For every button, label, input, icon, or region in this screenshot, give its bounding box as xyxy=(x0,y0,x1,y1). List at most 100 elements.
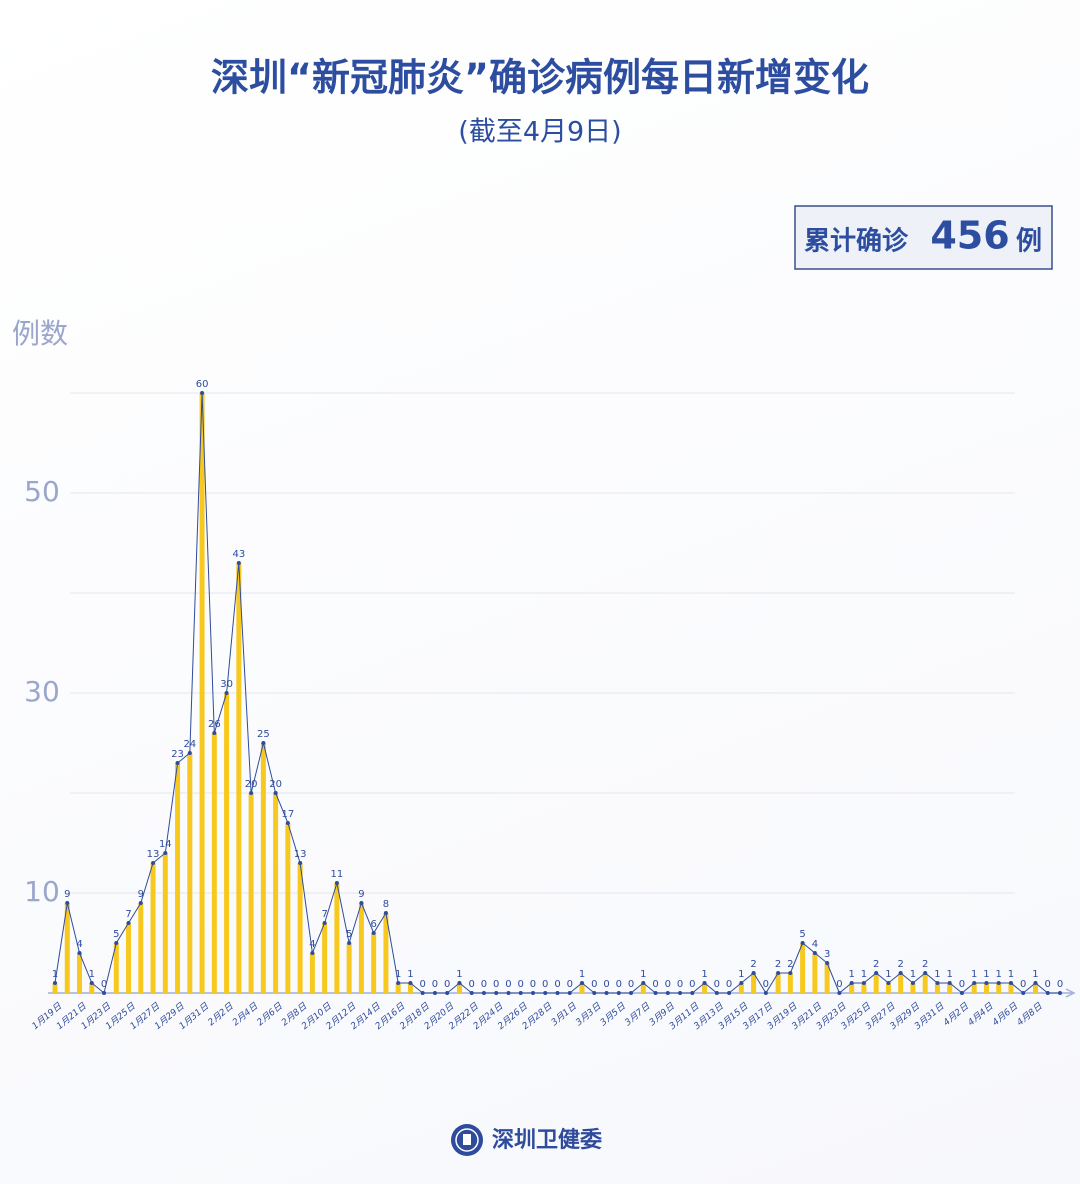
chart-subtitle: (截至4月9日) xyxy=(458,117,621,148)
value-label: 60 xyxy=(196,379,209,390)
x-tick-label: 3月7日 xyxy=(623,1000,653,1028)
bar xyxy=(456,983,462,993)
value-label: 0 xyxy=(505,979,511,990)
bar xyxy=(971,983,977,993)
point xyxy=(322,921,327,925)
bar xyxy=(150,863,156,993)
chart-title: 深圳“新冠肺炎”确诊病例每日新增变化 xyxy=(211,56,869,100)
point xyxy=(763,991,768,995)
bar xyxy=(861,983,867,993)
point xyxy=(530,991,535,995)
bar xyxy=(322,923,328,993)
bar xyxy=(983,983,989,993)
point xyxy=(812,951,817,955)
value-label: 0 xyxy=(518,979,524,990)
value-label: 0 xyxy=(1020,979,1026,990)
value-label: 0 xyxy=(469,979,475,990)
point xyxy=(408,981,413,985)
point xyxy=(298,861,303,865)
bar xyxy=(346,943,352,993)
value-label: 0 xyxy=(689,979,695,990)
value-label: 2 xyxy=(922,959,928,970)
value-label: 3 xyxy=(824,949,830,960)
x-tick-label: 4月4日 xyxy=(966,1000,996,1028)
value-label: 5 xyxy=(113,929,119,940)
point xyxy=(972,981,977,985)
point xyxy=(653,991,658,995)
point xyxy=(837,991,842,995)
value-label: 0 xyxy=(1045,979,1051,990)
value-label: 20 xyxy=(245,779,258,790)
value-label: 13 xyxy=(147,849,160,860)
point xyxy=(898,971,903,975)
value-label: 2 xyxy=(787,959,793,970)
value-label: 0 xyxy=(542,979,548,990)
value-label: 13 xyxy=(294,849,307,860)
value-label: 7 xyxy=(321,909,327,920)
value-label: 6 xyxy=(370,919,376,930)
point xyxy=(592,991,597,995)
bar xyxy=(702,983,708,993)
bar xyxy=(52,983,58,993)
y-tick-label: 50 xyxy=(24,475,60,508)
value-label: 0 xyxy=(554,979,560,990)
value-label: 5 xyxy=(799,929,805,940)
point xyxy=(886,981,891,985)
value-label: 0 xyxy=(603,979,609,990)
point xyxy=(800,941,805,945)
point xyxy=(714,991,719,995)
y-axis-label: 例数 xyxy=(12,317,68,350)
bar xyxy=(297,863,303,993)
point xyxy=(396,981,401,985)
total-unit: 例 xyxy=(1016,227,1042,257)
point xyxy=(1008,981,1013,985)
value-label: 11 xyxy=(331,869,344,880)
bar xyxy=(383,913,389,993)
total-box xyxy=(794,205,1053,270)
total-value: 456 xyxy=(930,214,1009,258)
y-tick-label: 10 xyxy=(24,875,60,908)
value-label: 4 xyxy=(812,939,818,950)
point xyxy=(947,981,952,985)
point xyxy=(506,991,511,995)
value-label: 25 xyxy=(257,729,270,740)
point xyxy=(420,991,425,995)
x-tick-label: 2月6日 xyxy=(255,1000,285,1028)
point xyxy=(665,991,670,995)
value-label: 1 xyxy=(910,969,916,980)
point xyxy=(861,981,866,985)
point xyxy=(727,991,732,995)
value-label: 1 xyxy=(934,969,940,980)
point xyxy=(163,851,168,855)
value-label: 0 xyxy=(677,979,683,990)
value-label: 2 xyxy=(873,959,879,970)
bar xyxy=(126,923,132,993)
point xyxy=(935,981,940,985)
bar xyxy=(248,793,254,993)
value-label: 1 xyxy=(701,969,707,980)
point xyxy=(555,991,560,995)
point xyxy=(273,791,278,795)
point xyxy=(102,991,107,995)
bar xyxy=(199,393,205,993)
value-label: 1 xyxy=(640,969,646,980)
point xyxy=(616,991,621,995)
value-label: 0 xyxy=(419,979,425,990)
point xyxy=(224,691,229,695)
point xyxy=(457,981,462,985)
value-label: 0 xyxy=(1057,979,1063,990)
value-label: 0 xyxy=(665,979,671,990)
value-label: 2 xyxy=(775,959,781,970)
bar xyxy=(187,753,193,993)
point xyxy=(334,881,339,885)
bar xyxy=(211,733,217,993)
bar xyxy=(113,943,119,993)
bar xyxy=(922,973,928,993)
value-label: 0 xyxy=(432,979,438,990)
value-label: 1 xyxy=(407,969,413,980)
point xyxy=(690,991,695,995)
value-label: 0 xyxy=(652,979,658,990)
bar xyxy=(309,953,315,993)
bar xyxy=(77,953,83,993)
